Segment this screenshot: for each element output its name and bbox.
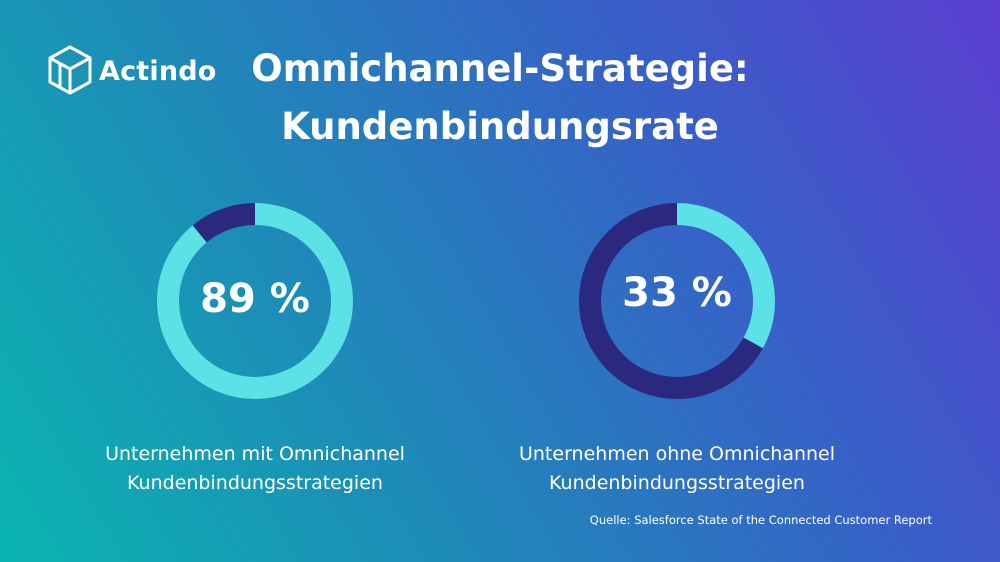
page-title: Omnichannel-Strategie: Kundenbindungsrat… (180, 40, 820, 156)
caption-line-2: Kundenbindungsstrategien (549, 472, 805, 494)
donut-slice-remainder (157, 203, 353, 399)
donut-value-label: 33 % (622, 270, 732, 316)
source-note: Quelle: Salesforce State of the Connecte… (589, 513, 932, 527)
donut-chart-with-omnichannel: 89 % (150, 196, 360, 406)
donut-chart-svg (579, 203, 775, 399)
caption-line-2: Kundenbindungsstrategien (127, 472, 383, 494)
donut-chart-without-omnichannel: 33 % (572, 196, 782, 406)
actindo-logo: Actindo (47, 44, 217, 98)
donut-chart-svg (157, 203, 353, 399)
title-line-2: Kundenbindungsrate (281, 105, 719, 148)
caption-with-omnichannel: Unternehmen mit Omnichannel Kundenbindun… (55, 440, 455, 498)
caption-line-1: Unternehmen mit Omnichannel (105, 443, 405, 465)
brand-name: Actindo (99, 55, 217, 87)
caption-without-omnichannel: Unternehmen ohne Omnichannel Kundenbindu… (477, 440, 877, 498)
actindo-cube-icon (48, 45, 92, 95)
title-line-1: Omnichannel-Strategie: (251, 47, 749, 90)
donut-value-label: 89 % (200, 276, 310, 322)
donut-slice-remainder (579, 203, 775, 399)
caption-line-1: Unternehmen ohne Omnichannel (518, 443, 836, 465)
